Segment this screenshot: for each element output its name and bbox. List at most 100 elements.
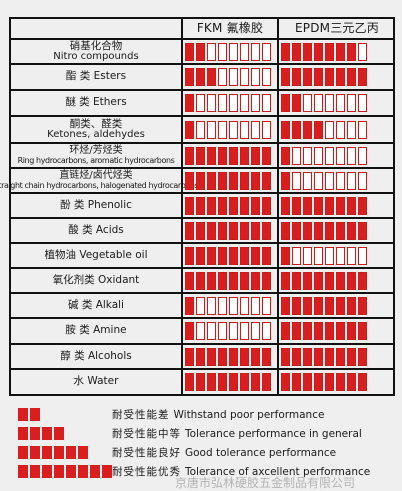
legend-item: 耐受性能良好 Good tolerance performance xyxy=(18,446,398,461)
row-name-zh: 直链烃/卤代烃类 xyxy=(59,170,133,182)
legend-swatch-cell xyxy=(42,465,52,478)
rating-cell xyxy=(207,322,216,340)
rating-cell xyxy=(281,42,290,61)
legend-zh: 耐受性能良好 xyxy=(112,447,181,459)
rating-cell xyxy=(314,171,323,190)
rating-cell xyxy=(185,322,194,340)
rating-cell xyxy=(303,322,312,340)
rating-cell xyxy=(196,68,205,86)
rating-cell xyxy=(347,271,356,290)
row-name-en: Acids xyxy=(95,223,124,236)
epdm-rating xyxy=(281,271,367,290)
rating-cell xyxy=(358,246,367,265)
fkm-rating xyxy=(185,94,271,112)
rating-cell xyxy=(251,373,260,391)
table-hline xyxy=(9,17,395,19)
rating-cell xyxy=(358,196,367,215)
rating-cell xyxy=(314,271,323,290)
rating-cell xyxy=(281,221,290,240)
rating-cell xyxy=(207,271,216,290)
rating-cell xyxy=(292,373,301,391)
rating-cell xyxy=(325,68,334,86)
row-name-en: Phenolic xyxy=(87,198,132,211)
table-vline xyxy=(277,17,279,396)
fkm-rating xyxy=(185,322,271,340)
rating-cell xyxy=(292,94,301,112)
table-hline xyxy=(9,343,395,345)
rating-cell xyxy=(262,171,271,190)
legend-swatch-cell xyxy=(90,465,100,478)
rating-cell xyxy=(240,68,249,86)
rating-cell xyxy=(229,296,238,315)
rating-cell xyxy=(229,68,238,86)
table-hline xyxy=(9,142,395,144)
row-name-zh: 醚 类 xyxy=(65,96,90,109)
rating-cell xyxy=(262,271,271,290)
table-hline xyxy=(9,167,395,169)
rating-cell xyxy=(229,94,238,112)
rating-cell xyxy=(207,373,216,391)
rating-cell xyxy=(207,246,216,265)
rating-cell xyxy=(325,42,334,61)
legend-text: 耐受性能差 Withstand poor performance xyxy=(112,408,324,422)
rating-cell xyxy=(229,322,238,340)
legend-swatch-cell xyxy=(18,408,28,421)
table-row-label: 环烃/芳烃类 Ring hydrocarbons, aromatic hydroc… xyxy=(11,144,181,167)
rating-cell xyxy=(251,120,260,139)
legend-swatch-cell xyxy=(18,427,28,440)
rating-cell xyxy=(358,347,367,366)
rating-cell xyxy=(229,271,238,290)
rating-cell xyxy=(347,196,356,215)
rating-cell xyxy=(207,196,216,215)
rating-cell xyxy=(347,322,356,340)
rating-cell xyxy=(218,146,227,165)
rating-cell xyxy=(229,171,238,190)
rating-cell xyxy=(251,271,260,290)
rating-cell xyxy=(347,146,356,165)
legend-swatch-cell xyxy=(42,427,52,440)
rating-cell xyxy=(240,246,249,265)
rating-cell xyxy=(303,373,312,391)
rating-cell xyxy=(347,373,356,391)
rating-cell xyxy=(347,246,356,265)
rating-cell xyxy=(303,221,312,240)
rating-cell xyxy=(347,120,356,139)
rating-cell xyxy=(251,146,260,165)
table-vline xyxy=(181,17,183,396)
rating-cell xyxy=(303,171,312,190)
legend-swatch xyxy=(18,446,88,459)
rating-cell xyxy=(336,146,345,165)
row-name-zh: 植物油 xyxy=(44,248,77,261)
rating-cell xyxy=(196,296,205,315)
rating-cell xyxy=(336,373,345,391)
rating-cell xyxy=(292,68,301,86)
rating-cell xyxy=(251,322,260,340)
epdm-rating xyxy=(281,322,367,340)
legend-swatch-cell xyxy=(78,465,88,478)
rating-cell xyxy=(336,196,345,215)
fkm-rating xyxy=(185,68,271,86)
rating-cell xyxy=(314,221,323,240)
table-hline xyxy=(9,317,395,319)
row-name-zh: 酯 类 xyxy=(65,70,91,83)
fkm-rating xyxy=(185,271,271,290)
row-name-zh: 酸 类 xyxy=(68,223,93,236)
rating-cell xyxy=(262,146,271,165)
rating-cell xyxy=(218,120,227,139)
rating-cell xyxy=(325,94,334,112)
rating-cell xyxy=(347,171,356,190)
row-name-en: Nitro compounds xyxy=(53,50,139,62)
table-row-label: 直链烃/卤代烃类 Straight chain hydrocarbons, hal… xyxy=(0,169,199,192)
rating-cell xyxy=(262,68,271,86)
rating-cell xyxy=(325,146,334,165)
rating-cell xyxy=(292,271,301,290)
legend-swatch-cell xyxy=(54,465,64,478)
epdm-rating xyxy=(281,120,367,139)
rating-cell xyxy=(185,196,194,215)
watermark: 京唐市弘林硬胶五金制品有限公司 xyxy=(175,476,356,490)
rating-cell xyxy=(358,373,367,391)
rating-cell xyxy=(325,120,334,139)
rating-cell xyxy=(347,347,356,366)
rating-cell xyxy=(262,120,271,139)
rating-cell xyxy=(196,373,205,391)
